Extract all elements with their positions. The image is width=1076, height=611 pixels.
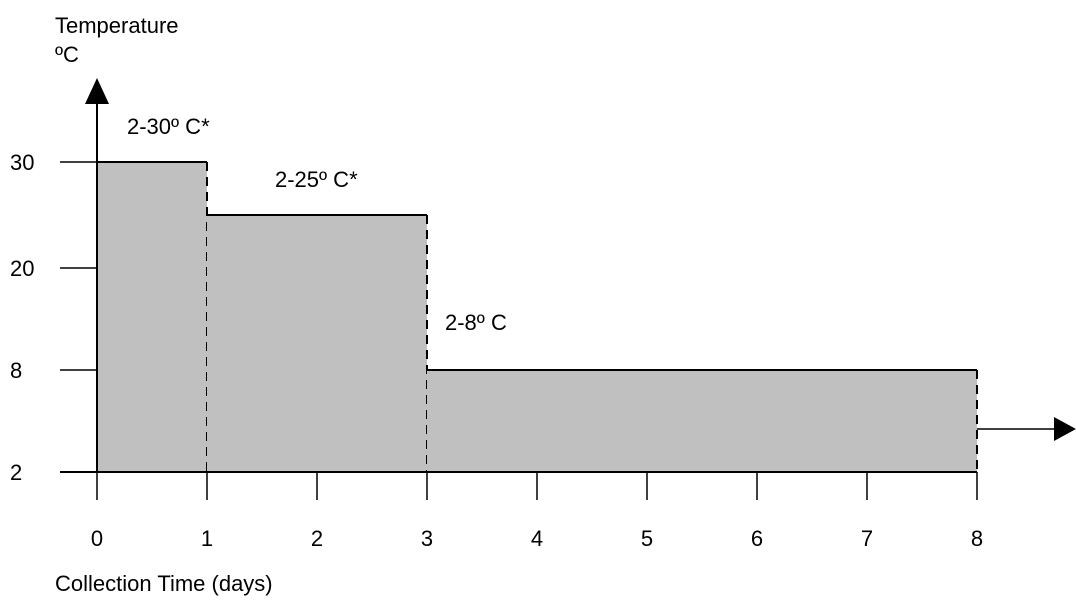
x-tick-label-7: 7 [861, 526, 873, 551]
x-axis-title: Collection Time (days) [55, 571, 273, 596]
ticks-layer: 2 8 20 30 0 1 2 3 4 5 6 7 8 [10, 150, 983, 551]
x-axis-arrow-icon [1054, 417, 1076, 441]
x-tick-label-3: 3 [421, 526, 433, 551]
x-tick-label-6: 6 [751, 526, 763, 551]
segment-label-2: 2-8º C [445, 310, 507, 335]
segment-label-1: 2-25º C* [275, 167, 358, 192]
segment-area-1 [207, 215, 427, 472]
continuation-arrow [977, 417, 1076, 441]
y-tick-label-3: 30 [10, 150, 34, 175]
segment-label-0: 2-30º C* [127, 114, 210, 139]
x-tick-label-2: 2 [311, 526, 323, 551]
segment-area-2 [427, 370, 977, 472]
y-tick-label-2: 20 [10, 256, 34, 281]
y-tick-label-1: 8 [10, 358, 22, 383]
y-axis-title-line2: ºC [55, 42, 79, 67]
x-tick-label-8: 8 [971, 526, 983, 551]
segments-layer [97, 161, 978, 472]
x-tick-label-0: 0 [91, 526, 103, 551]
y-axis-arrow-icon [85, 78, 109, 104]
labels-layer: Temperature ºC Collection Time (days) 2-… [55, 13, 507, 596]
segment-area-0 [97, 162, 207, 472]
x-tick-label-4: 4 [531, 526, 543, 551]
y-tick-label-0: 2 [10, 460, 22, 485]
x-tick-label-5: 5 [641, 526, 653, 551]
y-axis-title-line1: Temperature [55, 13, 179, 38]
x-tick-label-1: 1 [201, 526, 213, 551]
